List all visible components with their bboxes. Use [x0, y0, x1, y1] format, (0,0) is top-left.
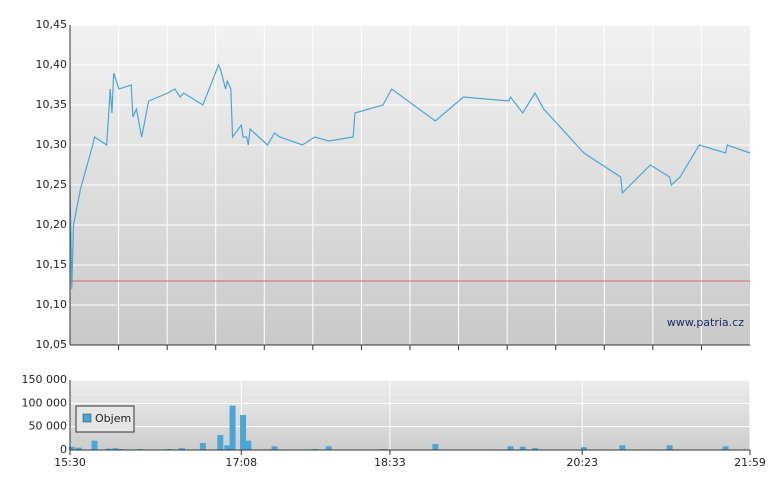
x-tick-label: 17:08 — [225, 456, 257, 469]
volume-bar — [224, 445, 231, 450]
volume-bar — [229, 405, 236, 450]
volume-bar — [619, 445, 626, 450]
x-tick-label: 18:33 — [374, 456, 406, 469]
volume-bar — [271, 446, 278, 450]
y-tick-label: 10,35 — [36, 98, 68, 111]
y-tick-label: 10,05 — [36, 338, 68, 351]
volume-bar — [580, 447, 587, 450]
volume-bar — [240, 415, 247, 450]
y-tick-label: 10,30 — [36, 138, 68, 151]
y-tick-label: 10,25 — [36, 178, 68, 191]
volume-bar — [178, 448, 185, 450]
y-tick-label: 0 — [60, 443, 67, 456]
volume-bar — [531, 448, 538, 450]
volume-bar — [507, 446, 514, 450]
y-tick-label: 10,20 — [36, 218, 68, 231]
y-tick-label: 10,10 — [36, 298, 68, 311]
volume-bar — [519, 446, 526, 450]
y-tick-label: 10,40 — [36, 58, 68, 71]
price-line — [69, 63, 751, 290]
volume-bar — [68, 446, 75, 450]
volume-bar — [105, 448, 112, 450]
watermark: www.patria.cz — [667, 316, 744, 329]
legend-swatch — [82, 413, 92, 423]
volume-plot-area — [70, 380, 750, 450]
volume-bar — [91, 440, 98, 450]
volume-bar — [432, 443, 439, 450]
volume-bar — [199, 443, 206, 450]
legend-label: Objem — [95, 412, 131, 425]
volume-bar — [217, 435, 224, 450]
volume-bar — [325, 446, 332, 450]
volume-bar — [112, 448, 119, 450]
y-tick-label: 150 000 — [22, 373, 68, 386]
x-tick-label: 21:59 — [734, 456, 766, 469]
y-tick-label: 50 000 — [29, 420, 68, 433]
y-tick-label: 10,45 — [36, 18, 68, 31]
volume-bar — [722, 446, 729, 450]
x-tick-label: 20:23 — [566, 456, 598, 469]
volume-bar — [666, 445, 673, 450]
volume-bar — [245, 440, 252, 450]
y-tick-label: 100 000 — [22, 396, 68, 409]
y-tick-label: 10,15 — [36, 258, 68, 271]
volume-bar — [75, 447, 82, 450]
x-tick-label: 15:30 — [54, 456, 86, 469]
